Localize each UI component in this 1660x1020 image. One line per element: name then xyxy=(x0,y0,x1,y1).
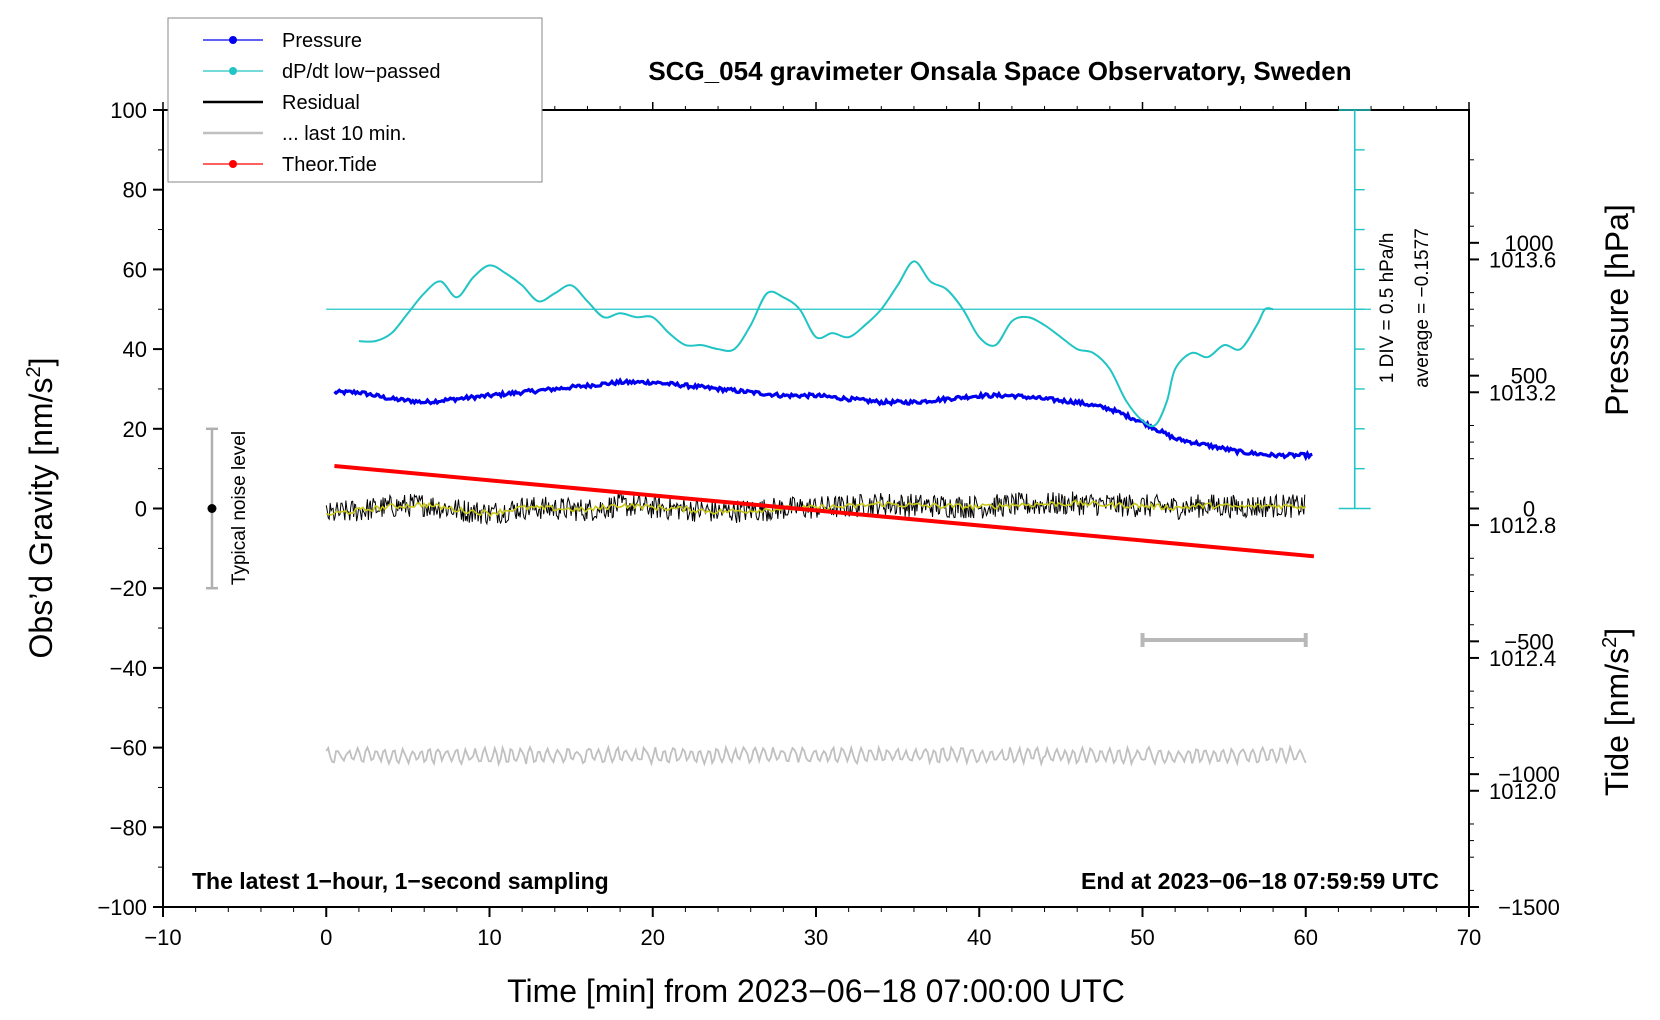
y-axis-title-left-end: ] xyxy=(23,358,59,367)
y-tick-label: 20 xyxy=(123,417,147,442)
legend-swatch-marker xyxy=(229,67,237,75)
y-tick-label: −40 xyxy=(110,656,147,681)
pressure-tick-label: 1012.0 xyxy=(1489,779,1556,804)
pressure-tick-label: 1013.2 xyxy=(1489,380,1556,405)
series-pressure xyxy=(333,377,1313,462)
legend: Pressure dP/dt low−passed Residual ... last… xyxy=(167,17,543,183)
x-tick-label: 40 xyxy=(967,925,991,950)
y-tick-label: 60 xyxy=(123,257,147,282)
y-axis-title-left-main: Obs’d Gravity [nm/s xyxy=(23,378,59,659)
legend-swatch-marker xyxy=(229,160,237,168)
noise-level-label: Typical noise level xyxy=(229,431,250,585)
x-tick-label: 50 xyxy=(1130,925,1154,950)
y-tick-label: −80 xyxy=(110,815,147,840)
legend-label: Pressure xyxy=(282,30,362,52)
legend-label: Residual xyxy=(282,92,360,114)
tide-tick-label: 1000 xyxy=(1505,231,1554,256)
dpdt-scale-label: 1 DIV = 0.5 hPa/h xyxy=(1377,233,1398,384)
dpdt-average-label: average = −0.1577 xyxy=(1412,228,1433,388)
tide-tick-label: 0 xyxy=(1523,497,1535,522)
pressure-tick-label: 1012.4 xyxy=(1489,646,1556,671)
legend-items: Pressure dP/dt low−passed Residual ... last… xyxy=(203,30,440,176)
x-tick-label: 20 xyxy=(641,925,665,950)
legend-label: ... last 10 min. xyxy=(282,123,407,145)
sampling-note: The latest 1−hour, 1−second sampling xyxy=(192,868,609,894)
series-residual xyxy=(325,491,1306,526)
legend-swatch-marker xyxy=(229,36,237,44)
y-axis-title-pressure: Pressure [hPa] xyxy=(1599,204,1635,416)
x-tick-label: 60 xyxy=(1294,925,1318,950)
y-tick-label: −20 xyxy=(110,576,147,601)
legend-label: Theor.Tide xyxy=(282,154,377,176)
tide-tick-label: −500 xyxy=(1504,629,1554,654)
y-axis-title-tide-end: ] xyxy=(1599,628,1635,637)
x-tick-label: 0 xyxy=(320,925,332,950)
series-residual-smoothed xyxy=(326,499,1307,518)
series-last-10-min xyxy=(325,743,1307,768)
y-tick-label: −100 xyxy=(97,895,147,920)
y-tick-label: 40 xyxy=(123,337,147,362)
annotation-layer xyxy=(205,109,1371,648)
chart-title: SCG_054 gravimeter Onsala Space Observat… xyxy=(648,56,1351,86)
series-layer xyxy=(325,260,1372,768)
tide-tick-label: −1000 xyxy=(1498,762,1560,787)
series-dpdt xyxy=(358,260,1274,428)
y-axis-title-tide-sup: 2 xyxy=(1599,637,1621,648)
pressure-tick-label: 1012.8 xyxy=(1489,513,1556,538)
noise-bar-center-dot xyxy=(207,504,217,513)
y-axis-title-tide: Tide [nm/s2] xyxy=(1599,628,1635,796)
legend-box xyxy=(167,17,543,183)
y-axis-title-left-sup: 2 xyxy=(23,366,45,377)
y-tick-label: 80 xyxy=(123,178,147,203)
y-axis-title-left: Obs’d Gravity [nm/s2] xyxy=(23,358,59,659)
series-theor-tide xyxy=(334,464,1315,559)
axis-ticks: −10 0 10 20 30 40 50 60 70−100−80−60−40−20020406… xyxy=(97,98,1559,950)
x-tick-label: −10 xyxy=(144,925,181,950)
y-tick-label: 100 xyxy=(110,98,147,123)
pressure-tick-label: 1013.6 xyxy=(1489,247,1556,272)
end-time-note: End at 2023−06−18 07:59:59 UTC xyxy=(1081,868,1439,894)
tide-tick-label: 500 xyxy=(1511,364,1548,389)
x-axis-title: Time [min] from 2023−06−18 07:00:00 UTC xyxy=(507,973,1125,1009)
legend-label: dP/dt low−passed xyxy=(282,61,440,83)
y-axis-title-tide-main: Tide [nm/s xyxy=(1599,648,1635,796)
y-tick-label: 0 xyxy=(135,497,147,522)
y-tick-label: −60 xyxy=(110,736,147,761)
x-tick-label: 30 xyxy=(804,925,828,950)
x-tick-label: 70 xyxy=(1457,925,1481,950)
tide-tick-label: −1500 xyxy=(1498,895,1560,920)
x-tick-label: 10 xyxy=(477,925,501,950)
